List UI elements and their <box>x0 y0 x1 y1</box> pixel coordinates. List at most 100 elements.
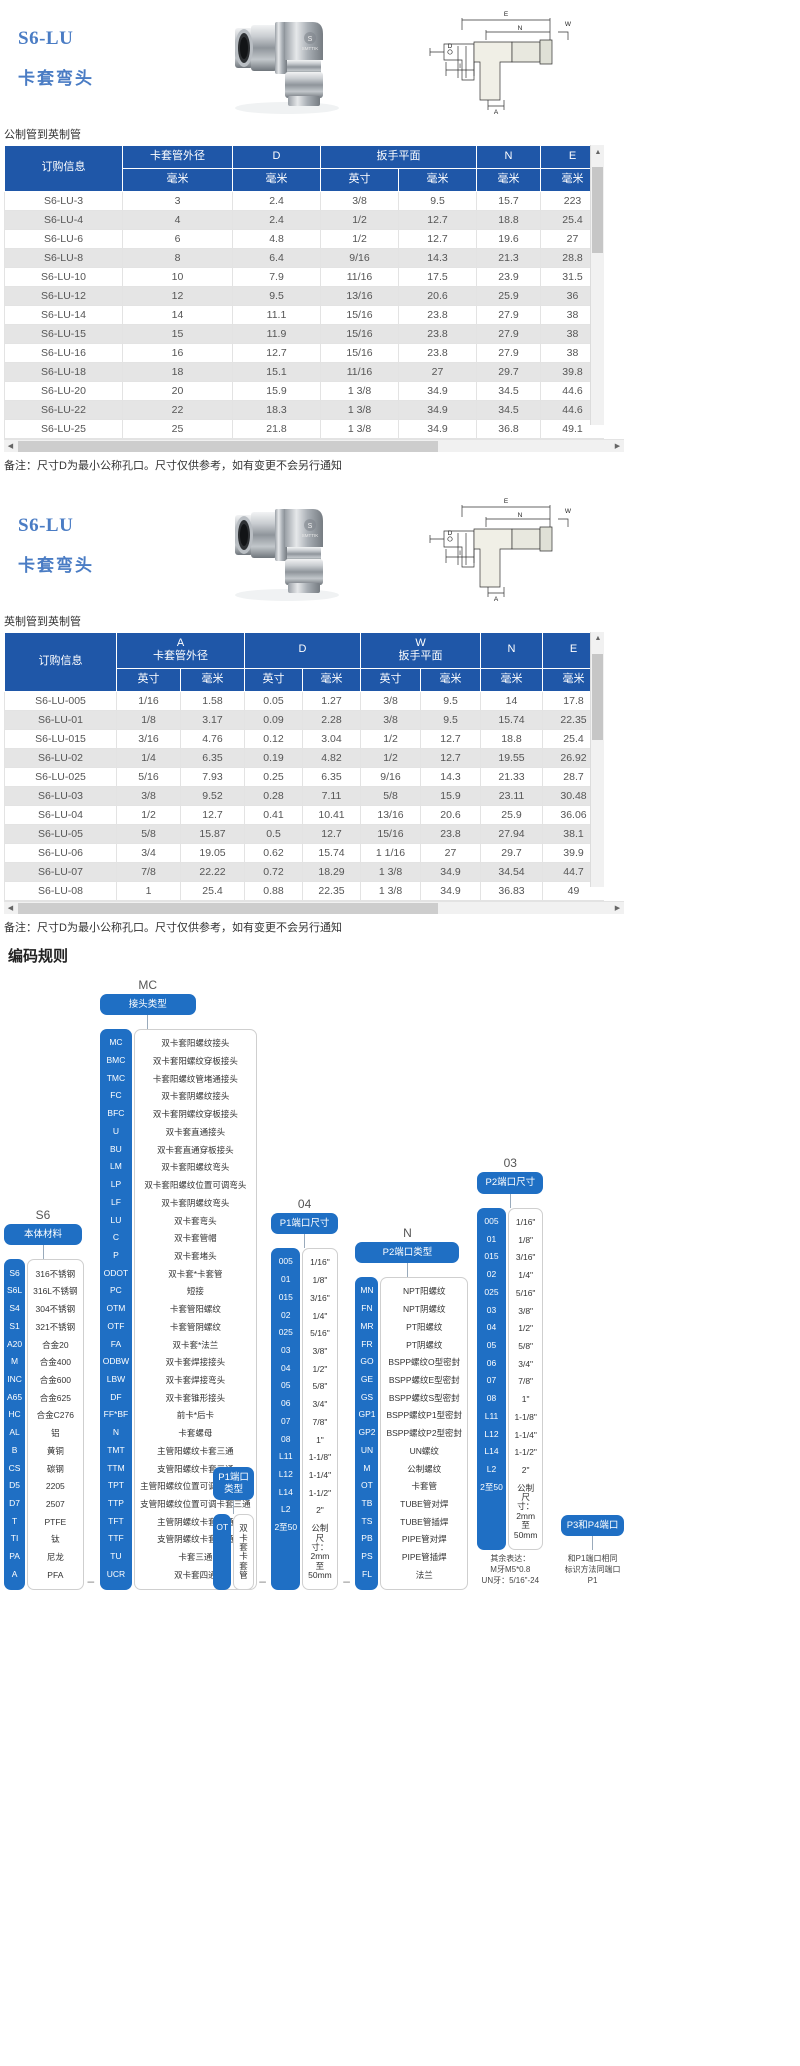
coding-option-code[interactable]: DF <box>110 1391 122 1402</box>
coding-option-code[interactable]: A20 <box>7 1338 23 1349</box>
coding-option-code[interactable]: 05 <box>281 1380 291 1391</box>
scroll-left-icon[interactable]: ◀ <box>7 905 14 913</box>
table2-horizontal-scrollbar[interactable]: ◀ ▶ <box>4 900 624 914</box>
coding-option-code[interactable]: L12 <box>484 1428 499 1439</box>
coding-option-code[interactable]: PB <box>361 1533 373 1544</box>
coding-option-code[interactable]: M <box>363 1462 371 1473</box>
coding-option-code[interactable]: 025 <box>278 1327 293 1338</box>
scroll-up-icon[interactable]: ▲ <box>591 145 604 159</box>
coding-option-code[interactable]: D7 <box>9 1498 20 1509</box>
coding-option-code[interactable]: C <box>112 1232 119 1243</box>
coding-option-code[interactable]: UN <box>360 1444 374 1455</box>
coding-option-code[interactable]: 02 <box>281 1309 291 1320</box>
coding-option-code[interactable]: TTP <box>107 1498 124 1509</box>
coding-option-code[interactable]: L2 <box>281 1504 291 1515</box>
coding-option-code[interactable]: 005 <box>278 1256 293 1267</box>
coding-option-code[interactable]: GS <box>360 1391 374 1402</box>
coding-option-code[interactable]: 04 <box>486 1322 497 1333</box>
coding-option-code[interactable]: CS <box>8 1462 21 1473</box>
coding-option-code[interactable]: S6 <box>9 1267 20 1278</box>
coding-option-code[interactable]: A <box>11 1568 18 1579</box>
coding-option-code[interactable]: TPT <box>107 1480 124 1491</box>
coding-option-code[interactable]: TU <box>110 1551 122 1562</box>
scroll-up-icon[interactable]: ▲ <box>591 631 604 646</box>
coding-option-code[interactable]: TTF <box>108 1533 124 1544</box>
coding-option-code[interactable]: TFT <box>108 1515 124 1526</box>
coding-option-code[interactable]: BFC <box>107 1108 125 1119</box>
scroll-thumb[interactable] <box>592 167 603 253</box>
coding-option-code[interactable]: 07 <box>486 1375 497 1386</box>
coding-option-code[interactable]: T <box>11 1515 18 1526</box>
table1-scroll-viewport[interactable]: 订购信息 卡套管外径 D 扳手平面 N E 毫米 毫米 英寸 毫米 毫米 毫米 <box>4 145 604 439</box>
coding-option-code[interactable]: TMT <box>107 1444 125 1455</box>
coding-option-code[interactable]: L11 <box>279 1451 293 1462</box>
coding-option-code[interactable]: TB <box>361 1498 373 1509</box>
coding-option-code[interactable]: 02 <box>486 1269 497 1280</box>
coding-option-code[interactable]: B <box>11 1444 18 1455</box>
coding-option-code[interactable]: GO <box>360 1356 374 1367</box>
coding-option-code[interactable]: INC <box>7 1373 22 1384</box>
coding-option-code[interactable]: BU <box>110 1143 122 1154</box>
coding-option-code[interactable]: OT <box>216 1522 229 1533</box>
coding-option-code[interactable]: GP2 <box>358 1427 376 1438</box>
coding-option-code[interactable]: TS <box>361 1515 373 1526</box>
coding-option-code[interactable]: FA <box>110 1338 122 1349</box>
coding-option-code[interactable]: 03 <box>486 1304 497 1315</box>
coding-option-code[interactable]: 01 <box>486 1233 497 1244</box>
coding-option-code[interactable]: 2至50 <box>274 1522 298 1533</box>
coding-option-code[interactable]: 015 <box>484 1251 499 1262</box>
coding-option-code[interactable]: 08 <box>486 1393 497 1404</box>
coding-option-code[interactable]: LBW <box>106 1373 126 1384</box>
coding-option-code[interactable]: S1 <box>9 1320 20 1331</box>
coding-option-code[interactable]: OTF <box>107 1320 125 1331</box>
coding-option-code[interactable]: FR <box>361 1338 373 1349</box>
coding-option-code[interactable]: HC <box>8 1409 21 1420</box>
coding-option-code[interactable]: LU <box>110 1214 122 1225</box>
coding-option-code[interactable]: L11 <box>484 1410 499 1421</box>
scroll-right-icon[interactable]: ▶ <box>614 443 621 450</box>
coding-option-code[interactable]: TI <box>10 1533 19 1544</box>
coding-option-code[interactable]: TMC <box>106 1072 126 1083</box>
coding-option-code[interactable]: 01 <box>281 1274 291 1285</box>
coding-option-code[interactable]: UCR <box>106 1568 126 1579</box>
coding-option-code[interactable]: L12 <box>278 1469 293 1480</box>
scroll-right-icon[interactable]: ▶ <box>614 905 621 913</box>
coding-option-code[interactable]: U <box>112 1125 119 1136</box>
coding-option-code[interactable]: OT <box>361 1480 373 1491</box>
coding-option-code[interactable]: GE <box>360 1373 374 1384</box>
coding-option-code[interactable]: N <box>112 1427 119 1438</box>
coding-option-code[interactable]: L14 <box>484 1446 499 1457</box>
coding-option-code[interactable]: 05 <box>486 1340 497 1351</box>
coding-option-code[interactable]: LP <box>110 1179 122 1190</box>
coding-option-code[interactable]: LF <box>110 1196 121 1207</box>
coding-option-code[interactable]: P <box>113 1249 119 1260</box>
scroll-left-icon[interactable]: ◀ <box>7 443 14 450</box>
coding-option-code[interactable]: 2至50 <box>480 1481 503 1492</box>
coding-option-code[interactable]: S4 <box>9 1303 20 1314</box>
hscroll-thumb[interactable] <box>18 440 438 452</box>
coding-option-code[interactable]: GP1 <box>358 1409 376 1420</box>
coding-option-code[interactable]: PA <box>9 1551 20 1562</box>
hscroll-thumb[interactable] <box>18 902 438 914</box>
coding-option-code[interactable]: MC <box>109 1037 123 1048</box>
table1-horizontal-scrollbar[interactable]: ◀ ▶ <box>4 438 624 452</box>
coding-option-code[interactable]: 015 <box>278 1291 293 1302</box>
coding-option-code[interactable]: ODBW <box>102 1356 130 1367</box>
coding-option-code[interactable]: BMC <box>106 1055 126 1066</box>
coding-option-code[interactable]: 06 <box>281 1398 291 1409</box>
coding-option-code[interactable]: 03 <box>281 1344 291 1355</box>
coding-option-code[interactable]: M <box>11 1356 19 1367</box>
coding-option-code[interactable]: S6L <box>7 1285 23 1296</box>
coding-option-code[interactable]: 08 <box>281 1433 291 1444</box>
coding-option-code[interactable]: A65 <box>7 1391 23 1402</box>
coding-option-code[interactable]: 005 <box>484 1216 499 1226</box>
coding-option-code[interactable]: D5 <box>9 1480 20 1491</box>
coding-option-code[interactable]: FC <box>110 1090 122 1101</box>
coding-option-code[interactable]: AL <box>9 1427 20 1438</box>
coding-option-code[interactable]: L14 <box>278 1486 293 1497</box>
coding-option-code[interactable]: FF*BF <box>103 1409 129 1420</box>
coding-option-code[interactable]: ODOT <box>103 1267 129 1278</box>
table1-vertical-scrollbar[interactable]: ▲ <box>590 145 604 425</box>
coding-option-code[interactable]: FN <box>361 1303 373 1314</box>
coding-option-code[interactable]: OTM <box>106 1303 126 1314</box>
